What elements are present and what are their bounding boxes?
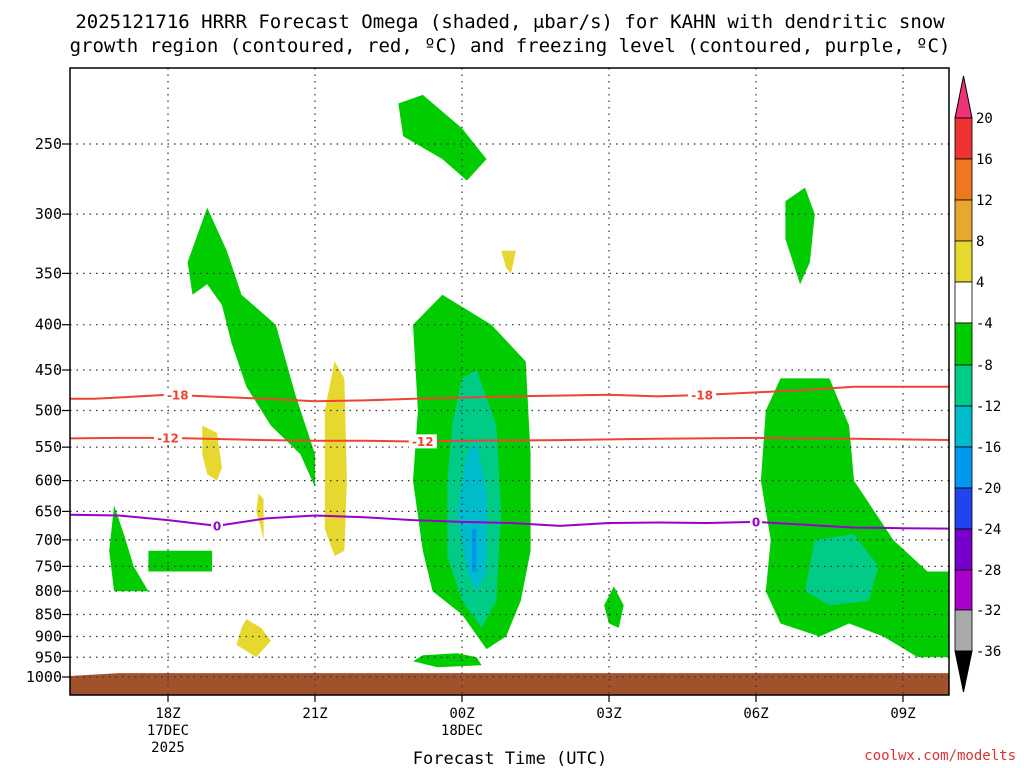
colorbar-label--24: -24	[976, 522, 1001, 538]
x-tick-label-00Z-0: 00Z	[449, 706, 474, 722]
y-axis: 250 300 350 400 450 500 550 600 650 700 750 800 850 9…	[26, 135, 70, 686]
chart-title-line-1: 2025121716 HRRR Forecast Omega (shaded, …	[75, 11, 945, 33]
colorbar-bin-3	[954, 199, 973, 242]
contour-label-freezing_0-1: 0	[752, 515, 760, 529]
omega-region-m4-5	[604, 586, 624, 628]
y-tick-label-450: 450	[35, 361, 62, 379]
y-tick-label-900: 900	[35, 627, 62, 645]
omega-region-m4-7	[785, 187, 815, 285]
contour-label-bg	[750, 514, 762, 529]
chart-title-line-2: growth region (contoured, red, ºC) and f…	[70, 35, 951, 57]
y-tick-label-650: 650	[35, 502, 62, 520]
colorbar-label--36: -36	[976, 644, 1001, 660]
colorbar-bin-13	[954, 609, 973, 652]
colorbar-label--28: -28	[976, 563, 1001, 579]
x-tick-label-00Z-1: 18DEC	[441, 723, 483, 739]
y-tick-label-300: 300	[35, 205, 62, 223]
contour-dgz_-18	[70, 385, 949, 403]
colorbar-label--8: -8	[976, 358, 993, 374]
colorbar-bin-9	[954, 446, 973, 489]
colorbar-label--20: -20	[976, 481, 1001, 497]
colorbar-bin-11	[954, 528, 973, 571]
omega-region-m4-0	[109, 505, 149, 592]
contour-label-freezing_0-0: 0	[213, 519, 221, 533]
omega-region-p4-2	[236, 619, 271, 658]
omega-region-m12-0	[457, 440, 487, 592]
colorbar-label-20: 20	[976, 111, 993, 127]
omega-region-m8-1	[805, 534, 879, 606]
credit-text: coolwx.com/modelts	[864, 748, 1016, 764]
colorbar-bin-7	[954, 364, 973, 407]
omega-region-m4-3	[398, 94, 487, 181]
omega-region-m4-2	[187, 207, 315, 487]
x-tick-label-18Z-1: 17DEC	[147, 723, 189, 739]
colorbar-label--4: -4	[976, 316, 993, 332]
omega-region-p4-4	[501, 250, 516, 274]
omega-region-m4-1	[148, 550, 213, 572]
colorbar-label-12: 12	[976, 193, 993, 209]
colorbar-bin-4	[954, 240, 973, 283]
colorbar-bottom-arrow	[954, 650, 973, 693]
colorbar-label--32: -32	[976, 603, 1001, 619]
ground-surface	[70, 673, 949, 695]
x-tick-label-06Z-0: 06Z	[743, 706, 768, 722]
omega-region-p4-1	[256, 493, 264, 540]
y-tick-label-350: 350	[35, 264, 62, 282]
omega-region-m4-8	[413, 653, 482, 668]
y-tick-label-1000: 1000	[26, 668, 62, 686]
y-tick-label-400: 400	[35, 316, 62, 334]
colorbar-bin-12	[954, 569, 973, 611]
contour-label-bg	[688, 387, 717, 402]
y-tick-label-600: 600	[35, 472, 62, 490]
contour-label-bg	[154, 430, 182, 445]
x-tick-label-03Z-0: 03Z	[596, 706, 621, 722]
colorbar-label-8: 8	[976, 234, 984, 250]
y-tick-label-750: 750	[35, 557, 62, 575]
contour-label-bg	[408, 434, 437, 449]
y-tick-label-250: 250	[35, 135, 62, 153]
contour-label-dgz_-12-0: -12	[157, 431, 179, 445]
contour-label-dgz_-18-1: -18	[691, 388, 713, 402]
colorbar-label-4: 4	[976, 275, 984, 291]
omega-region-p4-0	[202, 425, 222, 481]
contour-label-dgz_-12-1: -12	[412, 435, 434, 449]
x-tick-label-09Z-0: 09Z	[890, 706, 915, 722]
omega-region-m4-6	[760, 378, 949, 658]
contour-label-bg	[211, 518, 223, 533]
y-tick-label-500: 500	[35, 402, 62, 420]
colorbar-top-arrow	[954, 75, 973, 119]
colorbar-bin-6	[954, 322, 973, 366]
plot-area: -18 -18 -12 -12 0 0	[70, 68, 949, 695]
colorbar-bin-5	[954, 281, 973, 324]
contour-label-bg	[163, 388, 192, 403]
colorbar-label-16: 16	[976, 152, 993, 168]
x-tick-label-21Z-0: 21Z	[302, 706, 327, 722]
y-tick-label-700: 700	[35, 531, 62, 549]
colorbar-bin-2	[954, 158, 973, 201]
x-tick-label-18Z-0: 18Z	[155, 706, 180, 722]
y-tick-label-850: 850	[35, 606, 62, 624]
colorbar-bin-10	[954, 487, 973, 530]
contour-label-dgz_-18-0: -18	[167, 389, 189, 403]
y-tick-label-800: 800	[35, 582, 62, 600]
plot-frame	[69, 67, 950, 696]
x-tick-label-18Z-2: 2025	[151, 740, 185, 756]
omega-region-m16-0	[471, 528, 477, 572]
x-axis-label: Forecast Time (UTC)	[413, 749, 607, 768]
colorbar-bin-8	[954, 405, 973, 448]
colorbar-label--12: -12	[976, 399, 1001, 415]
y-tick-label-550: 550	[35, 438, 62, 456]
y-tick-label-950: 950	[35, 648, 62, 666]
colorbar: 20 16 12 8 4 -4 -8 -12 -16 -20 -24 -28 -32 -36	[954, 75, 1001, 693]
colorbar-label--16: -16	[976, 440, 1001, 456]
omega-region-p4-3	[324, 361, 347, 556]
colorbar-bin-1	[954, 117, 973, 160]
